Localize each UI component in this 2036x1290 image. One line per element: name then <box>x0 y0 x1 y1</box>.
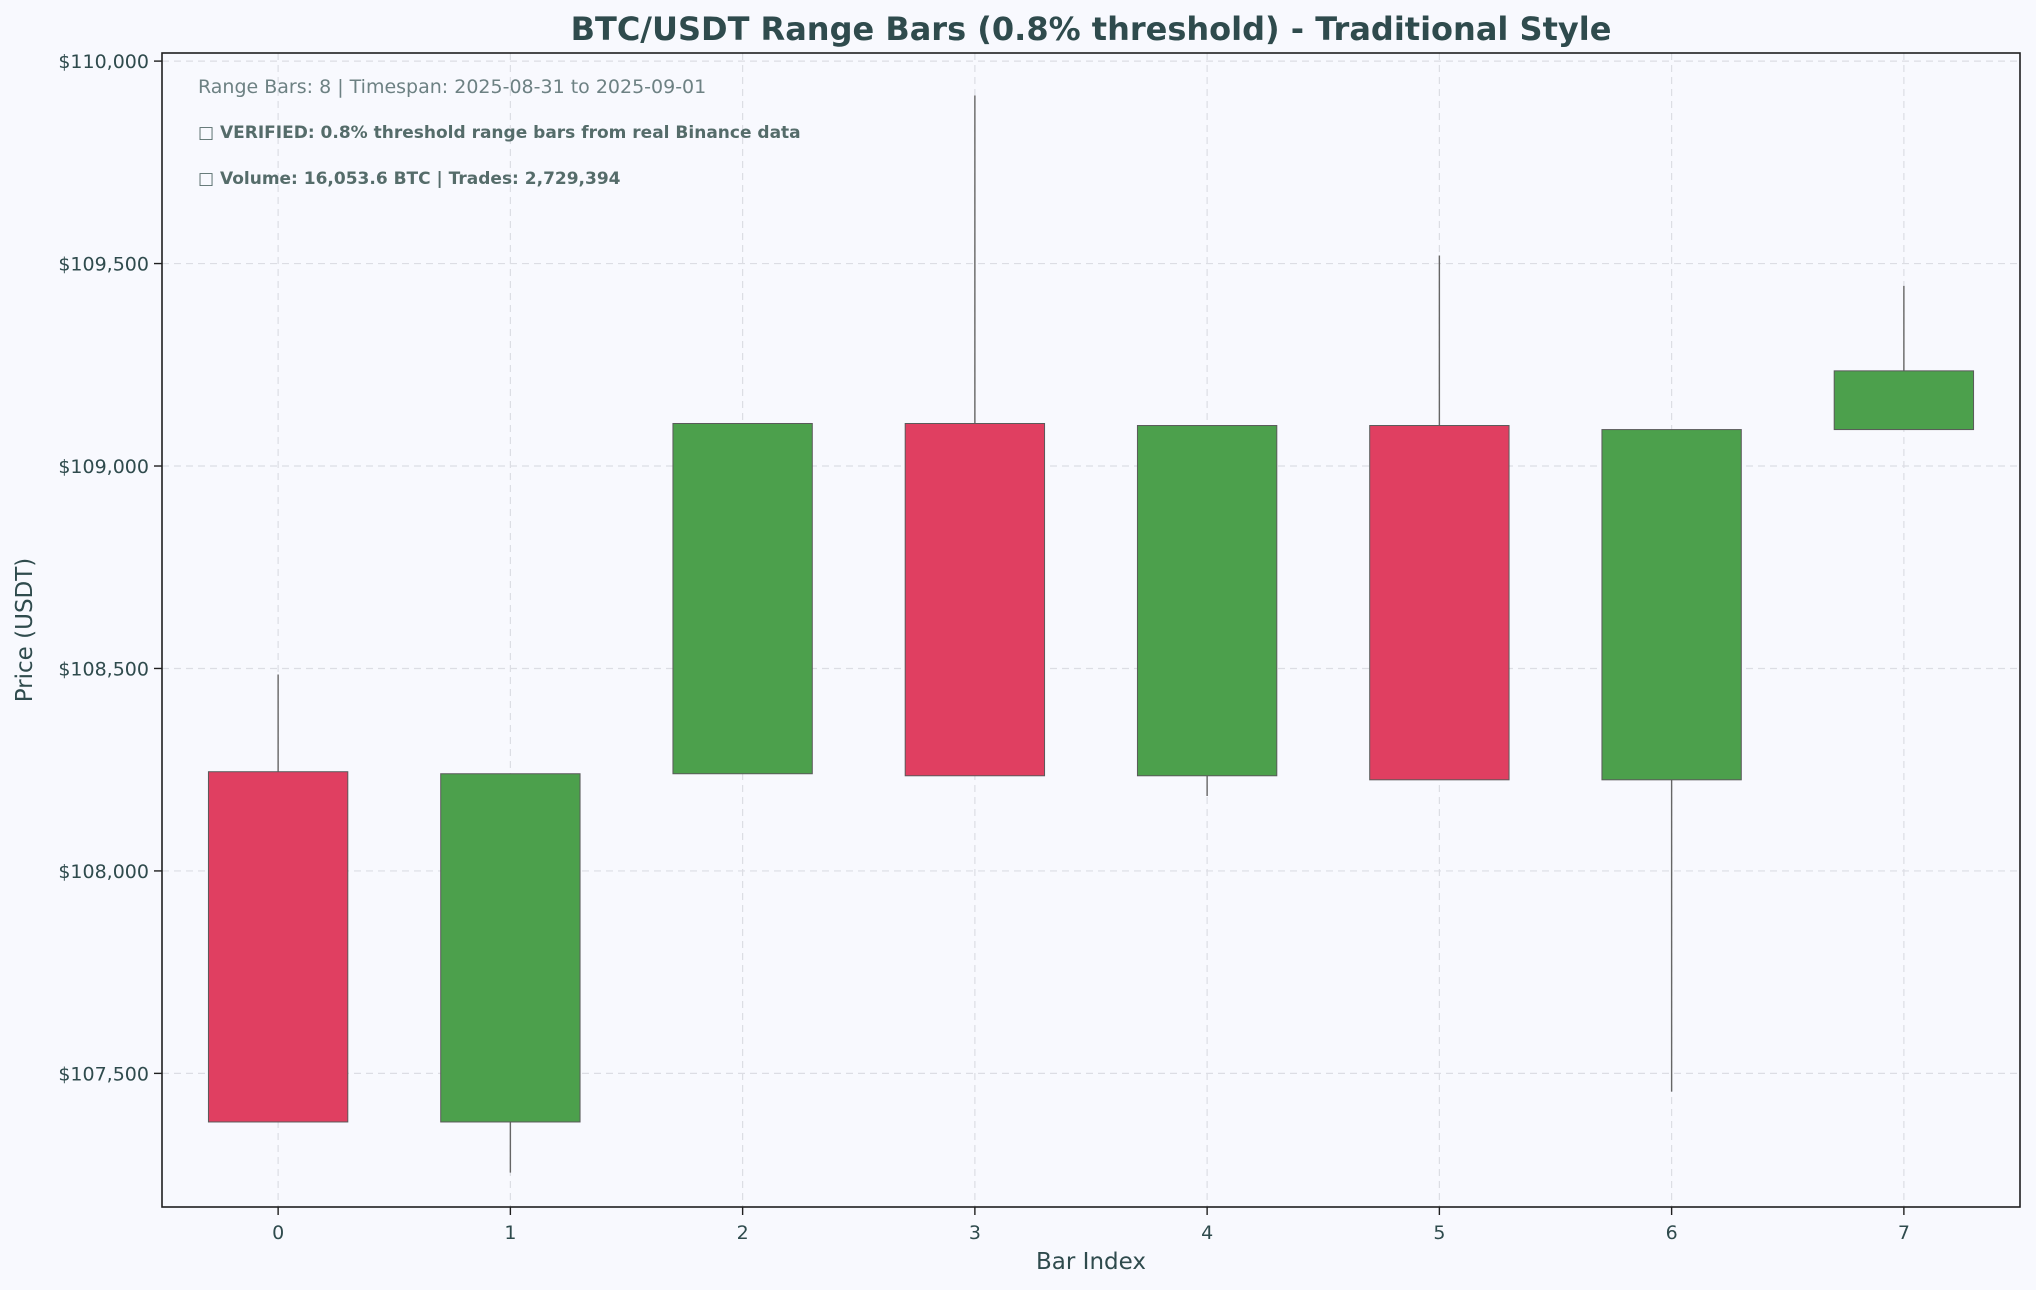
x-tick-label: 3 <box>969 1222 981 1244</box>
candle-body <box>904 422 1046 777</box>
y-tick-label: $108,500 <box>58 658 149 680</box>
info-volume-trades: □ Volume: 16,053.6 BTC | Trades: 2,729,3… <box>198 169 621 189</box>
x-tick-label: 1 <box>504 1222 516 1244</box>
x-tick-label: 7 <box>1898 1222 1910 1244</box>
candles <box>207 95 1975 1173</box>
info-range-summary: Range Bars: 8 | Timespan: 2025-08-31 to … <box>198 76 706 98</box>
candle-body <box>207 771 349 1123</box>
info-verified-note: □ VERIFIED: 0.8% threshold range bars fr… <box>198 123 801 143</box>
candle-body <box>1833 370 1975 431</box>
x-tick-label: 5 <box>1433 1222 1445 1244</box>
x-tick-label: 4 <box>1201 1222 1213 1244</box>
x-tick-label: 0 <box>272 1222 284 1244</box>
y-axis-label: Price (USDT) <box>12 558 38 703</box>
axis-ticks: $107,500 $108,000 $108,500 $109,000 $109,500… <box>58 51 1910 1244</box>
y-tick-label: $109,500 <box>58 254 149 276</box>
x-tick-label: 2 <box>737 1222 749 1244</box>
candle-body <box>672 422 813 775</box>
candle-bar-3 <box>904 95 1046 777</box>
chart-title: BTC/USDT Range Bars (0.8% threshold) - T… <box>571 10 1612 48</box>
candle-body <box>1369 425 1510 781</box>
candle-bar-6 <box>1601 429 1742 1092</box>
x-tick-label: 6 <box>1666 1222 1678 1244</box>
candle-body <box>1601 429 1742 781</box>
candle-bar-2 <box>672 422 813 775</box>
y-tick-label: $108,000 <box>58 861 149 883</box>
candle-body <box>1136 425 1278 777</box>
candle-bar-5 <box>1369 255 1510 781</box>
plot-frame <box>161 52 2021 1208</box>
y-tick-label: $107,500 <box>58 1063 149 1085</box>
y-tick-label: $110,000 <box>58 51 149 73</box>
candle-bar-1 <box>440 773 581 1173</box>
candle-bar-4 <box>1136 425 1278 797</box>
candle-body <box>440 773 581 1123</box>
candle-bar-0 <box>207 674 349 1123</box>
x-axis-label: Bar Index <box>1036 1249 1146 1275</box>
y-tick-label: $109,000 <box>58 456 149 478</box>
candle-bar-7 <box>1833 285 1975 431</box>
